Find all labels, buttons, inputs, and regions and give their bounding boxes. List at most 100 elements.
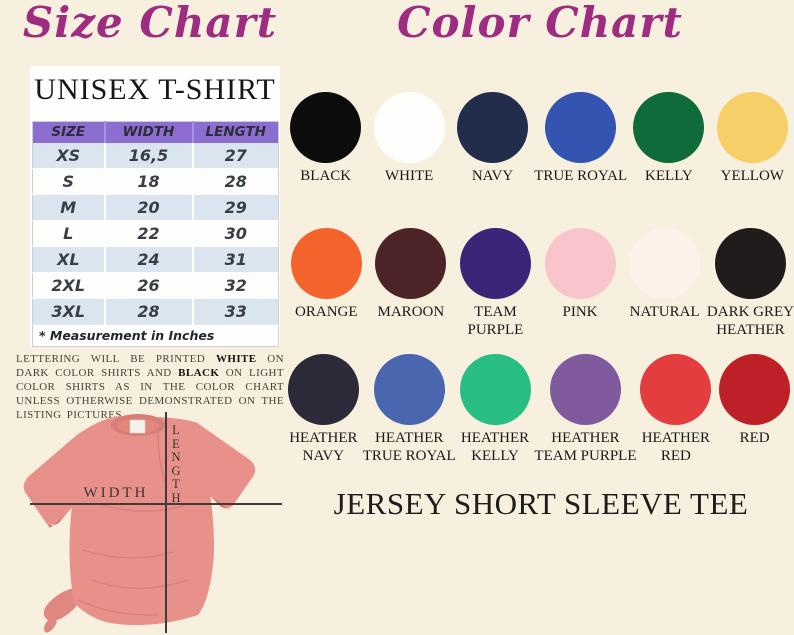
color-swatch-circle bbox=[290, 228, 362, 299]
color-swatch-label: YELLOW bbox=[720, 168, 784, 184]
length-letter: N bbox=[171, 450, 181, 464]
size-table-header-row: SIZE WIDTH LENGTH bbox=[32, 121, 279, 143]
color-swatch-cell: HEATHER KELLY bbox=[459, 354, 531, 466]
size-table-cell: M bbox=[32, 194, 106, 221]
color-swatch-label: NAVY bbox=[471, 168, 514, 184]
color-swatch-circle bbox=[716, 92, 788, 163]
color-swatch-cell: WHITE bbox=[373, 92, 445, 185]
color-swatch-label: HEATHER RED bbox=[641, 430, 711, 465]
length-measure-line bbox=[165, 412, 167, 633]
size-table-cell: 16,5 bbox=[104, 142, 194, 169]
color-swatch-cell: NATURAL bbox=[629, 228, 701, 340]
size-table-cell: 32 bbox=[224, 276, 247, 295]
color-swatch-label: WHITE bbox=[384, 168, 434, 184]
size-table-cell: 33 bbox=[224, 302, 247, 321]
size-table-cell: 31 bbox=[224, 250, 247, 269]
color-chart-title: Color Chart bbox=[397, 0, 683, 47]
color-swatch-label: NATURAL bbox=[629, 304, 700, 320]
size-table-cell: 26 bbox=[104, 272, 194, 299]
size-table-row: M 20 29 bbox=[32, 194, 279, 221]
color-swatch-cell: ORANGE bbox=[290, 228, 362, 340]
size-table-cell: 28 bbox=[104, 298, 194, 325]
size-table-cell: 30 bbox=[224, 224, 247, 243]
product-type-title: UNISEX T-SHIRT bbox=[34, 73, 276, 106]
size-chart-title: Size Chart bbox=[22, 0, 278, 47]
size-table-cell: 28 bbox=[224, 172, 247, 191]
color-swatch-circle bbox=[549, 354, 621, 425]
color-swatch-circle bbox=[457, 92, 529, 163]
lettering-note-text: ON DARK COLOR SHIRTS AND bbox=[16, 353, 284, 379]
color-swatch-cell: KELLY bbox=[633, 92, 705, 185]
width-measure-line bbox=[30, 503, 282, 505]
size-table-row: L 22 30 bbox=[32, 220, 279, 247]
width-label: WIDTH bbox=[83, 485, 149, 501]
color-swatch-circle bbox=[640, 354, 712, 425]
color-swatch-cell: PINK bbox=[544, 228, 616, 340]
size-column-header: WIDTH bbox=[104, 121, 194, 143]
color-swatch-circle bbox=[544, 228, 616, 299]
color-swatch-cell: TEAM PURPLE bbox=[459, 228, 531, 340]
size-chart-table: SIZE WIDTH LENGTH XS 16,5 27 S 18 28 M 20 29 L 22 30 X… bbox=[32, 121, 279, 347]
length-letter: E bbox=[172, 436, 180, 451]
size-table-row: S 18 28 bbox=[32, 168, 279, 195]
color-swatch-circle bbox=[375, 228, 447, 299]
color-swatch-label: TEAM PURPLE bbox=[467, 304, 524, 339]
length-letter: L bbox=[172, 423, 180, 437]
size-table-cell: 24 bbox=[104, 246, 194, 273]
size-chart-card: UNISEX T-SHIRT SIZE WIDTH LENGTH XS 16,5 27 S… bbox=[30, 66, 280, 347]
color-swatch-cell: MAROON bbox=[375, 228, 447, 340]
size-table-cell: 3XL bbox=[32, 298, 106, 325]
size-table-row: 2XL 26 32 bbox=[32, 272, 279, 299]
color-swatch-circle bbox=[719, 354, 791, 425]
swatch-row-3: HEATHER NAVY HEATHER TRUE ROYAL HEATHER KE… bbox=[284, 354, 794, 466]
color-swatch-circle bbox=[373, 354, 445, 425]
color-swatch-cell: HEATHER NAVY bbox=[287, 354, 359, 466]
size-table-cell: XL bbox=[32, 246, 106, 273]
color-swatch-cell: RED bbox=[719, 354, 791, 466]
size-column-header: SIZE bbox=[32, 121, 106, 143]
lettering-note-text: ON LIGHT COLOR SHIRTS AS IN THE COLOR CH… bbox=[16, 367, 284, 421]
size-table-cell: 29 bbox=[224, 198, 247, 217]
color-swatch-label: RED bbox=[739, 430, 770, 446]
color-swatch-circle bbox=[629, 228, 701, 299]
lettering-note-bold: WHITE bbox=[215, 353, 257, 365]
color-swatch-cell: TRUE ROYAL bbox=[534, 92, 627, 185]
color-swatch-circle bbox=[459, 228, 531, 299]
size-table-cell: 2XL bbox=[32, 272, 106, 299]
length-letter: H bbox=[171, 490, 181, 505]
color-swatch-label: ORANGE bbox=[295, 304, 358, 320]
color-swatch-cell: HEATHER TRUE ROYAL bbox=[363, 354, 456, 466]
color-swatch-circle bbox=[290, 92, 362, 163]
lettering-note-text: LETTERING WILL BE PRINTED bbox=[16, 353, 216, 365]
size-table-cell: 18 bbox=[104, 168, 194, 195]
color-swatch-label: HEATHER TRUE ROYAL bbox=[362, 430, 456, 465]
color-swatch-cell: DARK GREY HEATHER bbox=[707, 228, 794, 340]
color-swatch-circle bbox=[459, 354, 531, 425]
color-swatch-circle bbox=[714, 228, 786, 299]
swatch-row-1: BLACK WHITE NAVY TRUE ROYAL KELLY YELLOW bbox=[284, 92, 794, 185]
size-table-cell: XS bbox=[32, 142, 106, 169]
size-column-header: LENGTH bbox=[192, 121, 279, 143]
color-swatch-label: KELLY bbox=[645, 168, 693, 184]
color-swatch-circle bbox=[287, 354, 359, 425]
tshirt-image bbox=[23, 414, 256, 633]
color-swatch-label: HEATHER KELLY bbox=[460, 430, 530, 465]
color-swatch-label: PINK bbox=[562, 304, 598, 320]
size-table-cell: 22 bbox=[104, 220, 194, 247]
lettering-note: LETTERING WILL BE PRINTED WHITE ON DARK … bbox=[16, 352, 284, 422]
color-swatch-label: HEATHER NAVY bbox=[289, 430, 358, 465]
color-swatch-label: MAROON bbox=[377, 304, 445, 320]
color-swatch-cell: HEATHER RED bbox=[640, 354, 712, 466]
collar-label bbox=[129, 419, 146, 434]
color-swatch-circle bbox=[545, 92, 617, 163]
color-swatch-label: HEATHER TEAM PURPLE bbox=[534, 430, 637, 465]
size-table-cell: L bbox=[32, 220, 106, 247]
size-table-body: XS 16,5 27 S 18 28 M 20 29 L 22 30 XL 24 31 2XL 26 32 3XL 2… bbox=[32, 142, 279, 325]
color-swatch-label: DARK GREY HEATHER bbox=[706, 304, 794, 339]
color-swatch-cell: HEATHER TEAM PURPLE bbox=[534, 354, 637, 466]
measurement-footnote: * Measurement in Inches bbox=[32, 324, 279, 347]
color-swatch-cell: NAVY bbox=[457, 92, 529, 185]
color-swatch-cell: YELLOW bbox=[716, 92, 788, 185]
